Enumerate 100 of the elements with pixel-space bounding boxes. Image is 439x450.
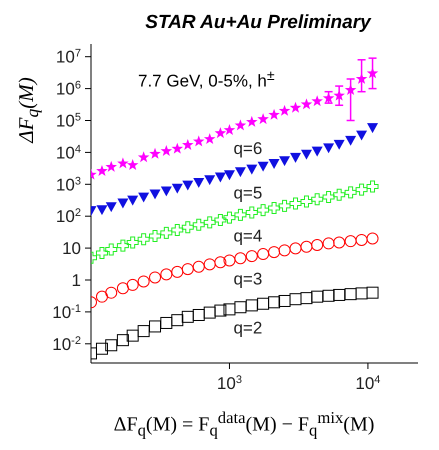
point (160, 268, 172, 280)
series-label: q=4 (233, 226, 262, 246)
point (356, 184, 368, 196)
point (224, 124, 236, 135)
point (117, 157, 129, 168)
point (116, 334, 129, 346)
point (149, 271, 162, 284)
point (160, 186, 172, 196)
point (182, 221, 194, 234)
point (290, 102, 302, 113)
series-label: q=3 (233, 269, 262, 288)
point (96, 342, 108, 355)
point (138, 275, 150, 288)
point (214, 172, 226, 182)
point (257, 204, 270, 216)
y-tick-label: 10$^{4}$ (56, 143, 81, 162)
point (105, 244, 118, 256)
point (268, 202, 280, 214)
y-tick-label: 10$^{7}$ (56, 48, 81, 67)
point (322, 190, 335, 203)
point (105, 160, 117, 172)
point (138, 233, 150, 246)
point (105, 339, 118, 352)
point (257, 248, 270, 260)
point (322, 237, 335, 250)
point (366, 67, 378, 78)
point (172, 184, 183, 194)
point (160, 316, 172, 329)
point (116, 282, 129, 294)
point (127, 196, 138, 206)
point (290, 293, 302, 306)
point (323, 143, 334, 154)
point (344, 235, 357, 248)
point (105, 286, 118, 299)
point (246, 164, 258, 175)
point (214, 256, 226, 268)
point (192, 218, 205, 231)
point (138, 192, 150, 202)
point (366, 286, 379, 299)
point (268, 159, 280, 169)
point (356, 130, 368, 141)
point (311, 239, 324, 252)
point (268, 246, 280, 258)
series-label: q=5 (233, 184, 262, 203)
point (172, 142, 184, 154)
point (333, 90, 345, 101)
point (182, 180, 194, 191)
y-tick-label: 10 (62, 239, 81, 258)
point (126, 278, 139, 291)
point (333, 288, 346, 301)
point (311, 95, 323, 106)
point (106, 202, 117, 212)
point (192, 308, 205, 321)
series-label: q=2 (233, 318, 262, 338)
point (246, 206, 258, 219)
point (290, 152, 302, 163)
text: ΔF$_{q}$(M) = F$_{q}$$^{data}$(M) − F$_{q}$$^{mix}$(M) (114, 408, 374, 440)
point (116, 240, 129, 252)
point (344, 186, 357, 198)
point (278, 104, 290, 116)
point (258, 162, 269, 172)
point (193, 178, 204, 188)
point (344, 84, 356, 95)
point (278, 200, 291, 212)
point (300, 292, 312, 304)
point (246, 116, 258, 127)
point (117, 198, 128, 208)
point (234, 119, 246, 130)
point (367, 123, 378, 134)
point (204, 175, 216, 186)
y-tick-label: 1 (72, 270, 81, 290)
point (268, 108, 280, 120)
point (160, 145, 172, 156)
point (204, 306, 216, 319)
point (344, 288, 357, 300)
y-tick-label: 10$^{-1}$ (52, 302, 81, 322)
point (182, 310, 194, 323)
point (257, 113, 269, 124)
point (204, 216, 216, 228)
point (149, 320, 162, 332)
point (311, 193, 324, 206)
point (268, 296, 280, 308)
point (356, 234, 368, 246)
point (149, 148, 161, 159)
point (300, 195, 312, 208)
point (333, 236, 346, 248)
point (192, 135, 204, 146)
point (171, 266, 184, 278)
point (279, 156, 290, 166)
y-tick-label: 10$^{-2}$ (52, 334, 81, 354)
point (300, 240, 312, 253)
point (171, 314, 184, 326)
y-tick-label: 10$^{3}$ (56, 175, 81, 194)
point (246, 299, 258, 312)
point (160, 226, 172, 239)
point (278, 294, 291, 307)
point (182, 263, 194, 276)
point (96, 205, 108, 216)
point (126, 330, 139, 342)
point (96, 165, 108, 176)
